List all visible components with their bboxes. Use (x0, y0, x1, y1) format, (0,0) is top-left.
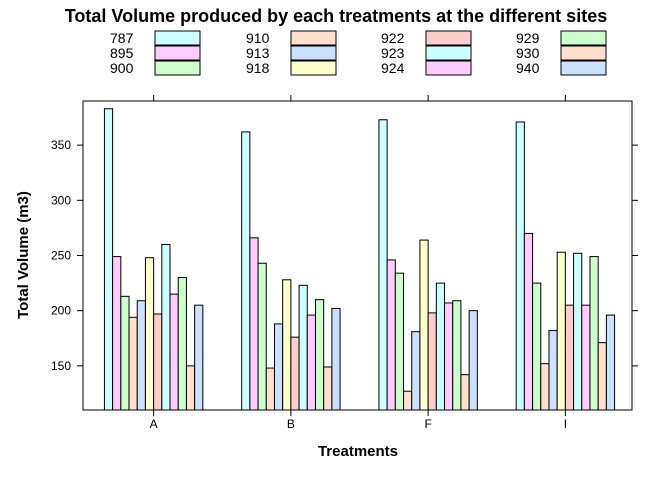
x-tick-label-B: B (287, 417, 295, 431)
bar-F-929 (452, 300, 462, 411)
legend-swatch-940 (560, 60, 607, 76)
legend-label-922: 922 (381, 30, 405, 46)
bar-F-922 (427, 312, 437, 411)
legend-label-940: 940 (516, 60, 540, 76)
legend-swatch-910 (290, 30, 337, 46)
bar-I-918 (556, 251, 566, 411)
bar-I-922 (564, 304, 575, 411)
x-tick-label-I: I (564, 417, 567, 431)
bar-F-924 (444, 302, 454, 411)
legend-swatch-787 (154, 30, 201, 46)
y-tick-label: 200 (51, 304, 71, 318)
bar-F-913 (411, 331, 421, 411)
legend-swatch-895 (154, 45, 201, 61)
legend-swatch-930 (560, 45, 607, 61)
bar-I-929 (589, 256, 599, 411)
bar-A-940 (194, 304, 204, 411)
bars (103, 108, 616, 411)
bar-F-918 (419, 239, 429, 411)
legend-swatch-900 (154, 60, 201, 76)
y-tick-label: 300 (51, 193, 71, 207)
bar-A-910 (128, 316, 138, 411)
bar-I-923 (573, 252, 583, 411)
bar-B-930 (323, 366, 333, 411)
legend-swatch-924 (425, 60, 472, 76)
bar-A-918 (144, 257, 155, 411)
bar-I-924 (581, 304, 591, 411)
y-tick-label: 350 (51, 138, 71, 152)
bar-F-895 (386, 259, 396, 411)
legend-label-913: 913 (246, 45, 270, 61)
chart-title: Total Volume produced by each treatments… (65, 6, 607, 26)
legend-label-900: 900 (110, 60, 134, 76)
legend-label-918: 918 (246, 60, 270, 76)
legend-label-924: 924 (381, 60, 405, 76)
y-axis: 150 200 250 300 350 (51, 138, 638, 373)
bar-B-940 (331, 307, 341, 411)
bar-I-900 (532, 282, 542, 411)
x-axis-label: Treatments (318, 443, 398, 460)
legend-label-929: 929 (516, 30, 540, 46)
bar-F-900 (394, 272, 405, 411)
bar-F-930 (460, 374, 470, 411)
bar-B-922 (290, 336, 300, 411)
legend-swatch-929 (560, 30, 607, 46)
bar-A-923 (161, 243, 171, 411)
legend-label-910: 910 (246, 30, 270, 46)
legend-label-923: 923 (381, 45, 405, 61)
bar-B-900 (257, 262, 267, 411)
y-tick-label: 150 (51, 359, 71, 373)
bar-I-910 (540, 363, 550, 411)
legend-label-930: 930 (516, 45, 540, 61)
bar-A-922 (153, 313, 163, 411)
bar-I-895 (523, 232, 534, 411)
legend-label-787: 787 (110, 30, 134, 46)
bar-B-913 (273, 323, 284, 411)
legend-swatch-923 (425, 45, 472, 61)
bar-F-940 (468, 310, 478, 411)
bar-F-910 (403, 390, 413, 411)
bar-B-924 (306, 314, 316, 411)
bar-A-930 (185, 365, 196, 411)
bar-B-895 (249, 237, 259, 411)
y-tick-label: 250 (51, 249, 71, 263)
bar-I-787 (515, 121, 525, 411)
bar-A-913 (136, 300, 146, 411)
bar-F-923 (435, 282, 446, 411)
y-axis-label: Total Volume (m3) (15, 191, 32, 319)
legend-swatch-913 (290, 45, 337, 61)
bar-A-929 (177, 277, 187, 411)
bar-B-929 (314, 299, 325, 411)
legend-swatch-922 (425, 30, 472, 46)
bar-A-787 (103, 108, 114, 411)
bar-I-930 (597, 342, 607, 411)
bar-B-923 (298, 284, 308, 411)
bar-B-787 (241, 131, 251, 411)
bar-A-924 (169, 293, 179, 411)
legend-label-895: 895 (110, 45, 134, 61)
x-tick-label-A: A (150, 417, 158, 431)
bar-A-895 (112, 256, 122, 411)
bar-B-910 (265, 367, 275, 411)
bar-I-940 (605, 314, 616, 411)
bar-I-913 (548, 330, 558, 411)
x-tick-label-F: F (424, 417, 431, 431)
bar-B-918 (282, 279, 292, 411)
legend-swatch-918 (290, 60, 337, 76)
bar-F-787 (378, 119, 388, 411)
bar-A-900 (120, 295, 130, 411)
